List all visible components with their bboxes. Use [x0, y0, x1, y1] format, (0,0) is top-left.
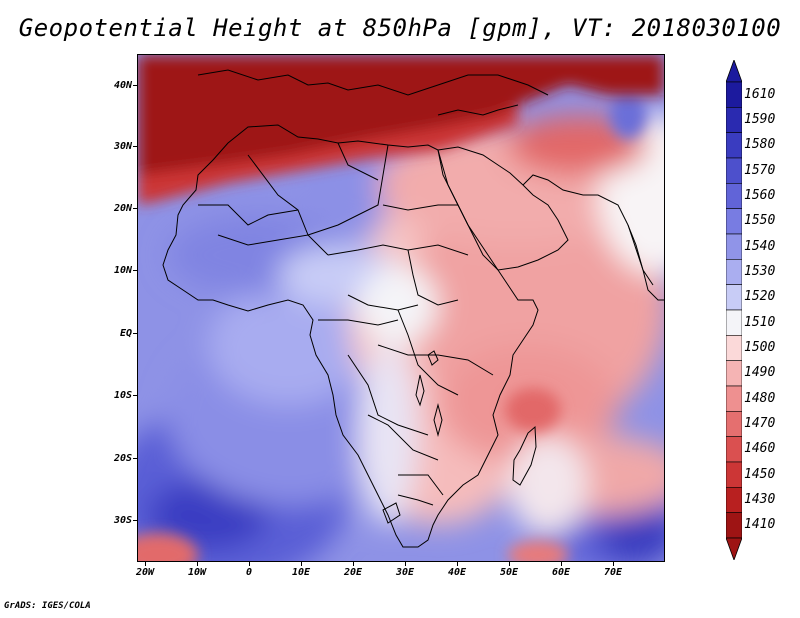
lon-label-30e: 30E: [395, 567, 415, 578]
lon-tick: [353, 562, 354, 566]
colorbar-swatch: [726, 335, 742, 361]
colorbar: [726, 60, 742, 560]
lat-label-20s: 20S: [113, 453, 132, 464]
colorbar-label: 1580: [744, 137, 776, 153]
colorbar-top-arrow: [726, 60, 742, 83]
colorbar-swatch: [726, 512, 742, 539]
lat-tick: [133, 520, 137, 521]
lat-label-30n: 30N: [113, 141, 132, 152]
colorbar-label: 1610: [744, 86, 776, 102]
lon-tick: [145, 562, 146, 566]
colorbar-swatch: [726, 411, 742, 437]
colorbar-swatch: [726, 132, 742, 159]
lat-label-30s: 30S: [113, 515, 132, 526]
colorbar-label: 1410: [744, 517, 776, 533]
colorbar-swatch: [726, 157, 742, 184]
lat-label-eq: EQ: [119, 328, 132, 339]
colorbar-label: 1460: [744, 441, 776, 457]
lat-tick: [133, 270, 137, 271]
colorbar-label: 1540: [744, 238, 776, 254]
colorbar-swatch: [726, 461, 742, 488]
map-title: Geopotential Height at 850hPa [gpm], VT:…: [18, 14, 782, 42]
lon-label-40e: 40E: [447, 567, 467, 578]
colorbar-label: 1530: [744, 264, 776, 279]
lat-tick: [133, 395, 137, 396]
lon-label-20e: 20E: [343, 567, 363, 578]
colorbar-swatch: [726, 309, 742, 336]
lon-tick: [613, 562, 614, 566]
colorbar-swatch: [726, 436, 742, 463]
software-credit: GrADS: IGES/COLA: [4, 601, 91, 611]
colorbar-swatch: [726, 81, 742, 108]
colorbar-label: 1510: [744, 314, 776, 330]
colorbar-swatch: [726, 183, 742, 209]
colorbar-label: 1560: [744, 188, 776, 203]
colorbar-swatch: [726, 259, 742, 285]
lat-label-10s: 10S: [113, 390, 132, 401]
lat-label-40n: 40N: [113, 80, 132, 91]
colorbar-swatch: [726, 233, 742, 260]
colorbar-label: 1590: [744, 112, 776, 127]
colorbar-label: 1480: [744, 390, 776, 406]
colorbar-swatch: [726, 284, 742, 311]
colorbar-label: 1570: [744, 162, 776, 178]
colorbar-swatch: [726, 107, 742, 133]
lon-label-50e: 50E: [499, 567, 519, 578]
colorbar-swatch: [726, 208, 742, 235]
colorbar-label: 1470: [744, 416, 776, 431]
lat-tick: [133, 208, 137, 209]
lon-tick: [249, 562, 250, 566]
lat-tick: [133, 333, 137, 334]
colorbar-label: 1520: [744, 289, 776, 305]
lat-label-20n: 20N: [113, 203, 132, 214]
colorbar-bottom-arrow: [726, 537, 742, 560]
colorbar-label: 1430: [744, 492, 776, 507]
lon-tick: [561, 562, 562, 566]
lon-tick: [197, 562, 198, 566]
map-panel: [137, 54, 665, 562]
colorbar-label: 1500: [744, 340, 776, 355]
lon-tick: [457, 562, 458, 566]
colorbar-label: 1450: [744, 466, 776, 482]
lat-tick: [133, 458, 137, 459]
colorbar-swatch: [726, 385, 742, 412]
lat-tick: [133, 146, 137, 147]
lon-tick: [509, 562, 510, 566]
lat-tick: [133, 85, 137, 86]
colorbar-swatch: [726, 487, 742, 513]
height-field: [138, 55, 664, 561]
lon-label-70e: 70E: [603, 567, 623, 578]
lon-tick: [301, 562, 302, 566]
lat-label-10n: 10N: [113, 265, 132, 276]
colorbar-label: 1490: [744, 365, 776, 381]
lon-label-20w: 20W: [135, 567, 155, 578]
lon-label-60e: 60E: [551, 567, 571, 578]
lon-label-0: 0: [245, 567, 253, 578]
colorbar-label: 1550: [744, 213, 776, 229]
lon-label-10e: 10E: [291, 567, 311, 578]
lon-label-10w: 10W: [187, 567, 207, 578]
lon-tick: [405, 562, 406, 566]
colorbar-swatch: [726, 360, 742, 387]
